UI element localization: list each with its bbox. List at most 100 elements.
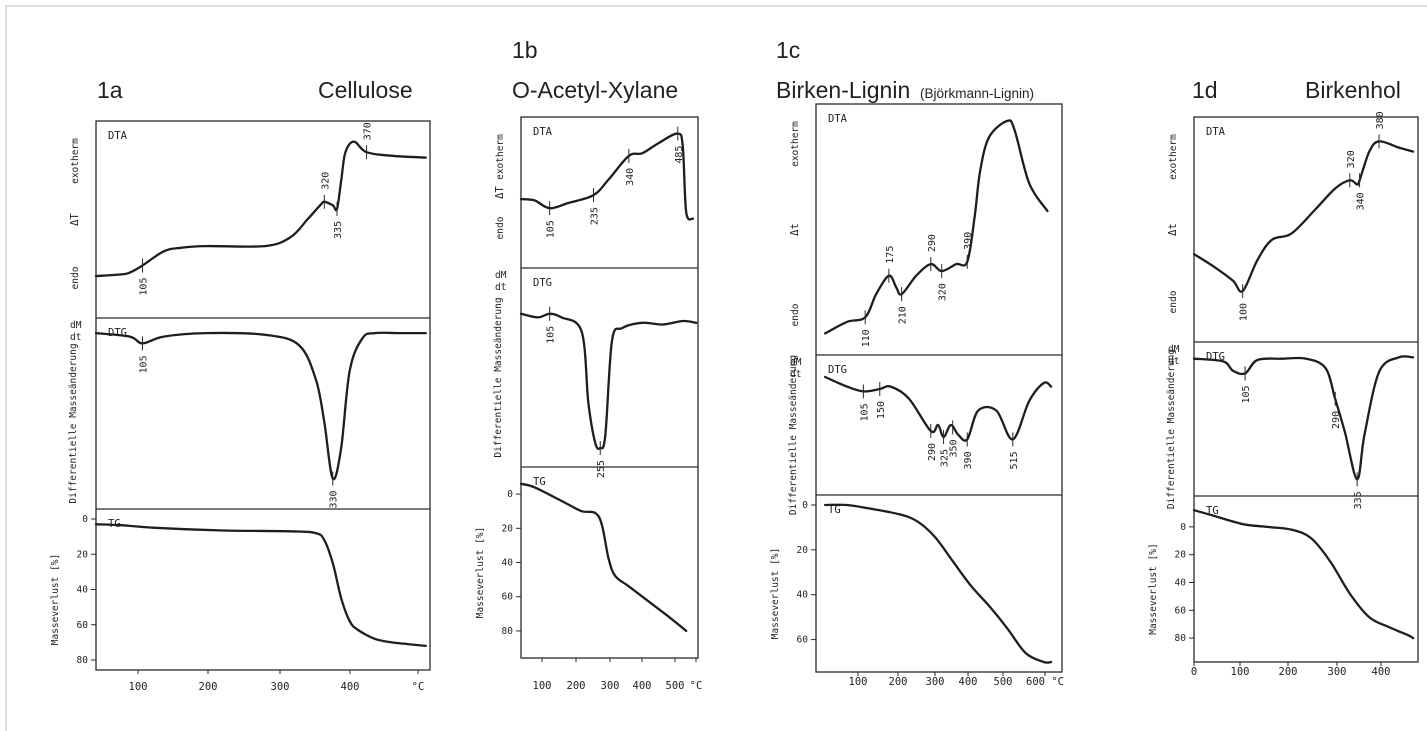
peak-label: 290 — [927, 234, 938, 252]
x-tick-label: 600 °C — [1026, 676, 1064, 688]
x-tick-label: 100 — [533, 680, 552, 692]
series-1d-dta — [1192, 140, 1415, 293]
ylabel-delta: Δt — [789, 223, 801, 236]
x-tick-label: 300 — [1328, 666, 1347, 678]
ylabel-delta: ΔT — [494, 186, 506, 199]
x-tick-label: 300 — [601, 680, 620, 692]
chart-1d: DTA 100 320 340 380 exotherm Δt endo DTG 105 290 33… — [1148, 111, 1419, 678]
y-tick-label: 0 — [507, 489, 513, 500]
ylabel-endo: endo — [495, 216, 506, 239]
chart-1c-frame — [815, 103, 1063, 673]
panel-name-dtg: DTG — [533, 277, 552, 289]
peak-label: 485 — [674, 146, 685, 164]
ylabel-differentielle: Differentielle Masseänderung — [1166, 349, 1177, 509]
chart-1d-frame — [1193, 116, 1419, 663]
label-1d-title: Birkenhol — [1305, 77, 1401, 103]
chart-1b: DTA 105 235 340 485 exotherm ΔT endo DTG 105 255 dM… — [475, 116, 703, 692]
peak-label: 370 — [363, 122, 374, 140]
ylabel-differentielle: Differentielle Masseänderung — [788, 355, 799, 515]
x-tick-label: 200 — [567, 680, 586, 692]
y-tick-label: 20 — [797, 545, 809, 556]
ylabel-masseverlust: Masseverlust [%] — [1148, 543, 1159, 635]
x-tick-label: 500 — [666, 680, 685, 692]
label-1a-id: 1a — [97, 77, 123, 103]
peak-label: 105 — [546, 326, 557, 344]
header-1c: 1c Birken-Lignin (Björkmann-Lignin) — [776, 37, 1034, 103]
peak-label: 350 — [949, 439, 960, 457]
panel-1c-tg: TG Masseverlust [%] 0 20 40 60 — [770, 500, 1053, 664]
charts-layer: DTA 105 320 335 370 exotherm ΔT endo DTG 105 330 dM… — [50, 103, 1419, 693]
y-tick-label: 40 — [77, 585, 89, 596]
peak-label: 390 — [963, 232, 974, 250]
ylabel-exotherm: exotherm — [790, 121, 801, 167]
ylabel-dt: dt — [1168, 356, 1179, 367]
ylabel-differentielle: Differentielle Masseänderung — [493, 297, 504, 457]
x-tick-label: 300 — [926, 676, 945, 688]
peak-label: 515 — [1009, 451, 1020, 469]
header-1a: 1a Cellulose — [97, 77, 413, 103]
ylabel-dm: dM — [790, 357, 802, 368]
panel-name-dta: DTA — [108, 130, 128, 142]
peak-label: 235 — [589, 207, 600, 225]
ylabel-dt: dt — [495, 282, 506, 293]
header-1d: 1d Birkenhol — [1192, 77, 1401, 103]
peak-label: 105 — [1241, 385, 1252, 403]
panel-name-dtg: DTG — [828, 364, 847, 376]
peak-label: 105 — [139, 355, 150, 373]
peak-label: 105 — [139, 278, 150, 296]
x-tick-label: 100 — [129, 681, 148, 693]
peak-label: 340 — [625, 168, 636, 186]
label-1c-subtitle: (Björkmann-Lignin) — [920, 86, 1034, 101]
x-tick-label: 400 — [959, 676, 978, 688]
y-tick-label: 40 — [502, 558, 514, 569]
chart-1c: DTA 110 175 210 290 320 390 exotherm Δt endo DTG 10… — [770, 103, 1064, 688]
label-1c-id: 1c — [776, 37, 800, 63]
panel-1a-dta: DTA 105 320 335 370 exotherm ΔT endo — [69, 122, 427, 296]
peak-label: 255 — [596, 460, 607, 478]
panel-name-dta: DTA — [828, 113, 848, 125]
label-1c-title: Birken-Lignin — [776, 77, 910, 103]
peak-label: 105 — [859, 403, 870, 421]
y-tick-label: 0 — [802, 500, 808, 511]
label-1b-title: O-Acetyl-Xylane — [512, 77, 678, 103]
label-1b-id: 1b — [512, 37, 538, 63]
y-tick-label: 80 — [1175, 633, 1187, 644]
y-tick-label: 20 — [502, 523, 514, 534]
peak-label: 320 — [320, 172, 331, 190]
ylabel-masseverlust: Masseverlust [%] — [770, 548, 781, 640]
x-tick-label: 400 — [341, 681, 360, 693]
panel-name-dta: DTA — [533, 126, 553, 138]
ylabel-masseverlust: Masseverlust [%] — [475, 527, 486, 619]
ylabel-exotherm: exotherm — [70, 138, 81, 184]
figure-frame — [5, 5, 1427, 731]
peak-label: 150 — [876, 401, 887, 419]
y-tick-label: 60 — [77, 620, 89, 631]
series-1c-dta — [823, 119, 1049, 335]
panel-1d-dta: DTA 100 320 340 380 exotherm Δt endo — [1167, 111, 1415, 321]
panel-1a-tg: TG Masseverlust [%] 0 20 40 60 80 — [50, 514, 427, 666]
ylabel-endo: endo — [790, 303, 801, 326]
y-tick-label: 60 — [1175, 605, 1187, 616]
y-tick-label: 0 — [82, 514, 88, 525]
peak-label: 210 — [898, 306, 909, 324]
x-tick-label: 200 — [199, 681, 218, 693]
peak-label: 110 — [861, 329, 872, 347]
x-tick-label: 200 — [889, 676, 908, 688]
ylabel-delta: Δt — [1167, 223, 1179, 236]
peak-label: 290 — [1331, 411, 1342, 429]
peak-label: 105 — [546, 220, 557, 238]
ylabel-exotherm: exotherm — [1168, 134, 1179, 180]
peak-label: 325 — [940, 449, 951, 467]
series-1b-dta — [519, 132, 695, 221]
x-tick-label: °C — [690, 680, 703, 692]
ylabel-dm: dM — [495, 270, 507, 281]
series-1a-dtg — [94, 331, 427, 481]
y-tick-label: 60 — [797, 635, 809, 646]
ylabel-dm: dM — [1168, 344, 1180, 355]
peak-label: 390 — [963, 451, 974, 469]
series-1a-tg — [94, 523, 427, 648]
